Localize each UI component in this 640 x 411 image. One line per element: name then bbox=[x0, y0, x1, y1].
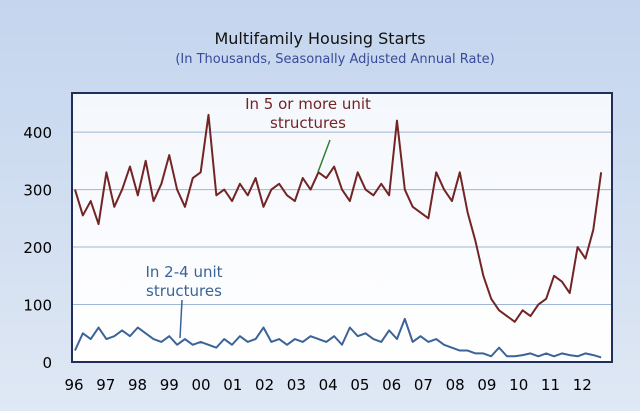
annotation-leader-two-four bbox=[179, 299, 183, 339]
y-tick-label: 300 bbox=[23, 182, 52, 200]
annotation-five-plus-line1: In 5 or more unit bbox=[245, 95, 371, 113]
x-tick-label: 99 bbox=[160, 376, 179, 394]
series-line-five-plus-units bbox=[74, 113, 603, 323]
y-tick-label: 100 bbox=[23, 297, 52, 315]
y-tick-label: 400 bbox=[23, 124, 52, 142]
x-tick-label: 97 bbox=[96, 376, 115, 394]
annotation-two-four-line1: In 2-4 unit bbox=[145, 263, 222, 281]
x-tick-label: 09 bbox=[477, 376, 496, 394]
y-tick-label: 0 bbox=[42, 354, 52, 372]
x-tick-label: 06 bbox=[382, 376, 401, 394]
x-tick-label: 02 bbox=[255, 376, 274, 394]
chart-title: Multifamily Housing Starts bbox=[214, 29, 425, 48]
annotation-two-four-line2: structures bbox=[146, 282, 222, 300]
x-tick-label: 10 bbox=[509, 376, 528, 394]
series-line-two-four-units bbox=[74, 317, 602, 359]
annotation-five-plus-line2: structures bbox=[270, 114, 346, 132]
x-tick-label: 03 bbox=[287, 376, 306, 394]
x-tick-label: 08 bbox=[446, 376, 465, 394]
x-tick-label: 07 bbox=[414, 376, 433, 394]
x-tick-label: 04 bbox=[319, 376, 338, 394]
x-tick-label: 01 bbox=[223, 376, 242, 394]
chart-subtitle: (In Thousands, Seasonally Adjusted Annua… bbox=[175, 52, 494, 67]
annotation-leader-five-plus bbox=[317, 139, 331, 173]
x-tick-label: 12 bbox=[573, 376, 592, 394]
plot-area bbox=[72, 93, 612, 362]
x-tick-label: 96 bbox=[64, 376, 83, 394]
plot-border bbox=[71, 92, 613, 363]
y-tick-label: 200 bbox=[23, 239, 52, 257]
x-tick-label: 00 bbox=[192, 376, 211, 394]
x-tick-label: 05 bbox=[350, 376, 369, 394]
x-tick-label: 11 bbox=[541, 376, 560, 394]
x-tick-label: 98 bbox=[128, 376, 147, 394]
